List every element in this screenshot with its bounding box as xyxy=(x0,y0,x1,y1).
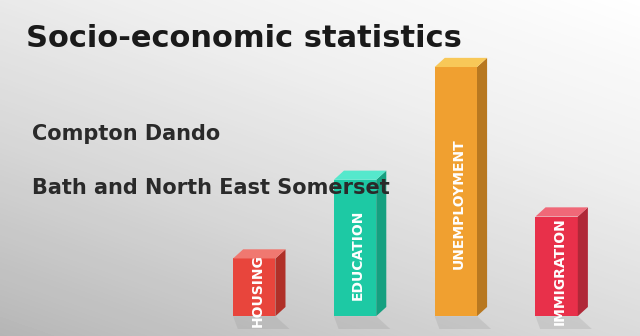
Text: EDUCATION: EDUCATION xyxy=(351,210,365,300)
Polygon shape xyxy=(233,316,291,330)
Text: HOUSING: HOUSING xyxy=(250,254,264,327)
Polygon shape xyxy=(536,207,588,216)
Polygon shape xyxy=(435,58,487,67)
Polygon shape xyxy=(334,316,391,330)
Polygon shape xyxy=(435,67,477,316)
Polygon shape xyxy=(477,58,487,316)
Text: IMMIGRATION: IMMIGRATION xyxy=(553,217,567,325)
Polygon shape xyxy=(536,316,593,330)
Text: Compton Dando: Compton Dando xyxy=(32,124,220,144)
Polygon shape xyxy=(233,249,285,258)
Polygon shape xyxy=(435,316,492,330)
Text: UNEMPLOYMENT: UNEMPLOYMENT xyxy=(452,139,466,269)
Text: Socio-economic statistics: Socio-economic statistics xyxy=(26,24,461,52)
Polygon shape xyxy=(334,180,376,316)
Polygon shape xyxy=(536,216,578,316)
Polygon shape xyxy=(376,171,387,316)
Text: Bath and North East Somerset: Bath and North East Somerset xyxy=(32,178,390,198)
Polygon shape xyxy=(275,249,285,316)
Polygon shape xyxy=(334,171,387,180)
Polygon shape xyxy=(233,258,275,316)
Polygon shape xyxy=(578,207,588,316)
